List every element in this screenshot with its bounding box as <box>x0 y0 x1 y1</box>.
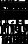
Text: beam penetration (less multiple scattering),: beam penetration (less multiple scatteri… <box>15 41 28 44</box>
Text: (74); Trus et al. (75)].: (74); Trus et al. (75)]. <box>1 38 28 44</box>
Text: the effects of the microscope CTF during im-: the effects of the microscope CTF during… <box>1 32 28 44</box>
Text: 622: 622 <box>1 0 28 10</box>
Text: 200 keV or higher and with field emission gun: 200 keV or higher and with field emissio… <box>1 41 28 44</box>
Text: resolution [greater depth of field (i.e., less cur-: resolution [greater depth of field (i.e.… <box>15 38 28 44</box>
Text: focal pairs or focal series from a given speci-: focal pairs or focal series from a given… <box>1 34 28 44</box>
Text: (Å⁻¹): (Å⁻¹) <box>16 11 28 30</box>
Text: vature of the Ewald sphere) attributed to: vature of the Ewald sphere) attributed t… <box>15 39 28 44</box>
Text: Electron Cryomicroscopy of Biological Macromolecules: Electron Cryomicroscopy of Biological Ma… <box>0 0 28 10</box>
Text: (FEG) electron sources [e.g., Zemlin (76, 78);: (FEG) electron sources [e.g., Zemlin (76… <box>15 31 28 44</box>
Text: phase contrast in the images remains strong: phase contrast in the images remains str… <box>15 34 28 44</box>
Text: $\bf{Figure}$ 14.5.  Representative plots of the contrast transfer function ($\b: $\bf{Figure}$ 14.5. Representative plots… <box>1 20 28 44</box>
Text: even for highly defocused images. The use of: even for highly defocused images. The us… <box>15 36 28 44</box>
Text: of images of single particles [e.g., Cheng et al.: of images of single particles [e.g., Che… <box>1 37 28 44</box>
Text: Many high resolution cryo-EM studies are: Many high resolution cryo-EM studies are <box>1 40 28 44</box>
Text: 4.0 m: 4.0 m <box>1 11 28 26</box>
Text: now performed with microscopes operated at: now performed with microscopes operated … <box>1 41 28 44</box>
Text: frequency: frequency <box>13 11 28 29</box>
Text: men area can be beneficial in determining or-: men area can be beneficial in determinin… <box>1 35 28 44</box>
Text: higher voltages provides potentially higher: higher voltages provides potentially hig… <box>15 37 28 44</box>
Text: high coherence of a FEG source ensures that: high coherence of a FEG source ensures t… <box>15 33 28 44</box>
Text: Spatial: Spatial <box>0 11 13 29</box>
Text: lution but requires careful compensation for: lution but requires careful compensation… <box>1 31 28 44</box>
Text: 0.7 m: 0.7 m <box>1 3 28 18</box>
Text: Zhou and Chiu (77); Mancini et al. (79)]. The: Zhou and Chiu (77); Mancini et al. (79)]… <box>15 32 28 44</box>
Text: out to high spatial frequencies (>1/3.5 $\AA^{-1}$),: out to high spatial frequencies (>1/3.5 … <box>15 35 28 44</box>
Text: igin and orientation parameters for processing: igin and orientation parameters for proc… <box>1 36 28 44</box>
Text: smaller electron beam wavelength], better: smaller electron beam wavelength], bette… <box>15 40 28 44</box>
Text: age processing. Also, the recording of image: age processing. Also, the recording of i… <box>1 33 28 44</box>
